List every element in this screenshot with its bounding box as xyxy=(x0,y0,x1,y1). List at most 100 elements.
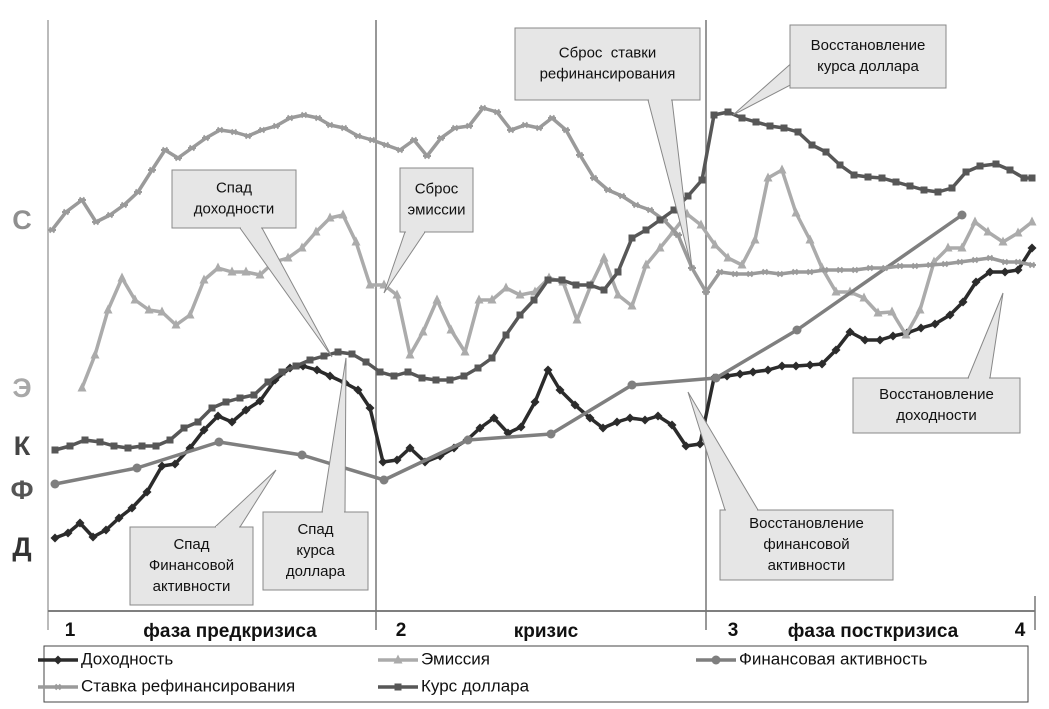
point xyxy=(278,368,286,376)
point xyxy=(943,242,953,252)
point xyxy=(81,436,89,444)
callout-text: Восстановление xyxy=(749,515,864,532)
point xyxy=(776,270,784,278)
point xyxy=(283,252,293,262)
point xyxy=(599,252,609,262)
point xyxy=(325,212,335,222)
point xyxy=(604,186,612,194)
point xyxy=(627,300,637,310)
point xyxy=(748,367,758,377)
point xyxy=(446,324,456,334)
y-category-label: Д xyxy=(12,532,31,562)
point xyxy=(446,376,454,384)
point xyxy=(941,260,949,268)
callout-text: доходности xyxy=(194,200,274,217)
point xyxy=(562,126,570,134)
callout-text: доллара xyxy=(286,563,346,580)
phase-label: фаза посткризиса xyxy=(788,621,959,642)
point xyxy=(887,306,897,316)
y-category-label: С xyxy=(12,205,32,235)
point xyxy=(114,513,124,523)
point xyxy=(88,532,98,542)
point xyxy=(475,423,485,433)
point xyxy=(808,141,816,149)
point xyxy=(180,424,188,432)
legend-label: Ставка рефинансирования xyxy=(81,676,295,695)
callout-box xyxy=(789,24,947,89)
point xyxy=(410,136,418,144)
point xyxy=(667,420,677,430)
callout-text: Спад xyxy=(173,536,209,553)
point xyxy=(845,327,855,337)
point xyxy=(1013,265,1023,275)
point xyxy=(641,259,651,269)
callout-text: Восстановление xyxy=(811,37,926,54)
point xyxy=(613,289,623,299)
point xyxy=(986,254,994,262)
point xyxy=(451,124,459,132)
point xyxy=(152,442,160,450)
point xyxy=(850,171,858,179)
point xyxy=(516,422,526,432)
point xyxy=(188,144,196,152)
point xyxy=(78,196,86,204)
point xyxy=(62,208,70,216)
point xyxy=(208,404,216,412)
callout-box xyxy=(129,526,254,606)
series-line xyxy=(50,106,1033,294)
point xyxy=(875,335,885,345)
point xyxy=(479,104,487,112)
phase-label: фаза предкризиса xyxy=(143,621,317,642)
legend-label: Финансовая активность xyxy=(739,649,928,668)
point xyxy=(881,264,889,272)
point xyxy=(614,268,622,276)
point xyxy=(48,226,56,234)
point xyxy=(806,268,814,276)
point xyxy=(202,134,210,142)
point xyxy=(348,350,356,358)
legend-marker xyxy=(393,654,403,664)
point xyxy=(376,368,384,376)
point xyxy=(956,258,964,266)
point xyxy=(418,374,426,382)
point xyxy=(465,122,473,130)
point xyxy=(710,239,720,249)
point xyxy=(340,124,348,132)
point xyxy=(1001,258,1009,266)
point xyxy=(543,365,553,375)
point xyxy=(487,294,497,304)
legend-label: Курс доллара xyxy=(421,676,530,695)
point xyxy=(1014,258,1022,266)
point xyxy=(632,201,640,209)
point xyxy=(166,436,174,444)
point xyxy=(300,111,308,119)
y-category-label: Ф xyxy=(10,475,33,505)
point xyxy=(515,289,525,299)
point xyxy=(334,348,342,356)
callout-box xyxy=(399,167,474,233)
point xyxy=(1000,267,1010,277)
legend-label: Доходность xyxy=(81,649,173,668)
point xyxy=(1027,216,1037,226)
point xyxy=(681,441,691,451)
point xyxy=(892,178,900,186)
point xyxy=(548,114,556,122)
point xyxy=(1028,174,1036,182)
point xyxy=(723,252,733,262)
callout-box xyxy=(514,27,701,101)
point xyxy=(214,437,224,447)
point xyxy=(926,261,934,269)
legend-label: Эмиссия xyxy=(421,649,490,668)
point xyxy=(859,292,869,302)
point xyxy=(750,234,760,244)
point xyxy=(432,376,440,384)
point xyxy=(507,126,515,134)
y-category-label: К xyxy=(14,431,31,461)
point xyxy=(378,457,388,467)
callout-text: Сброс ставки xyxy=(559,44,656,61)
point xyxy=(878,174,886,182)
point xyxy=(590,174,598,182)
point xyxy=(474,364,482,372)
legend-frame xyxy=(43,645,1029,703)
point xyxy=(264,378,272,386)
